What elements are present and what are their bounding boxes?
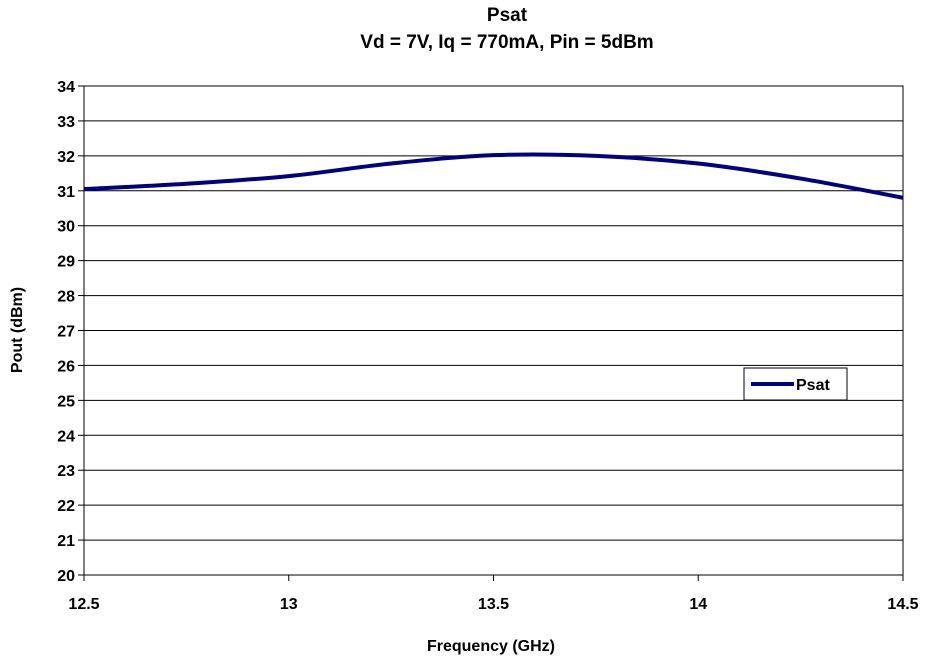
y-axis-ticks: 20 21 22 23 24 25 26 27 28 29 30 31 32 33 34 <box>57 79 84 585</box>
y-tick-label-26: 26 <box>57 358 75 375</box>
x-tick-label-12.5: 12.5 <box>68 596 99 613</box>
y-tick-label-25: 25 <box>57 393 75 410</box>
legend: Psat <box>743 367 848 401</box>
y-tick-label-28: 28 <box>57 289 75 306</box>
x-tick-label-14: 14 <box>689 596 707 613</box>
x-axis-ticks: 12.5 13 13.5 14 14.5 <box>68 575 919 613</box>
series-line-psat <box>83 152 904 200</box>
x-tick-label-13.5: 13.5 <box>478 596 509 613</box>
y-tick-label-24: 24 <box>57 428 75 445</box>
y-tick-label-27: 27 <box>57 324 75 341</box>
x-tick-label-13: 13 <box>280 596 298 613</box>
y-tick-label-34: 34 <box>57 79 75 96</box>
chart-title: Psat <box>487 5 528 26</box>
y-axis-label: Pout (dBm) <box>9 287 26 373</box>
y-tick-label-32: 32 <box>57 149 75 166</box>
chart-subtitle: Vd = 7V, Iq = 770mA, Pin = 5dBm <box>360 32 653 53</box>
y-tick-label-21: 21 <box>57 533 75 550</box>
legend-label-psat: Psat <box>796 377 830 394</box>
y-tick-label-20: 20 <box>57 568 75 585</box>
y-tick-label-31: 31 <box>57 184 75 201</box>
y-tick-label-29: 29 <box>57 254 75 271</box>
y-tick-label-30: 30 <box>57 219 75 236</box>
x-axis-label: Frequency (GHz) <box>427 638 555 655</box>
y-tick-label-33: 33 <box>57 114 75 131</box>
grid-lines <box>84 85 903 576</box>
series-layer <box>83 152 904 200</box>
x-tick-label-14.5: 14.5 <box>887 596 918 613</box>
y-tick-label-22: 22 <box>57 498 75 515</box>
y-tick-label-23: 23 <box>57 463 75 480</box>
